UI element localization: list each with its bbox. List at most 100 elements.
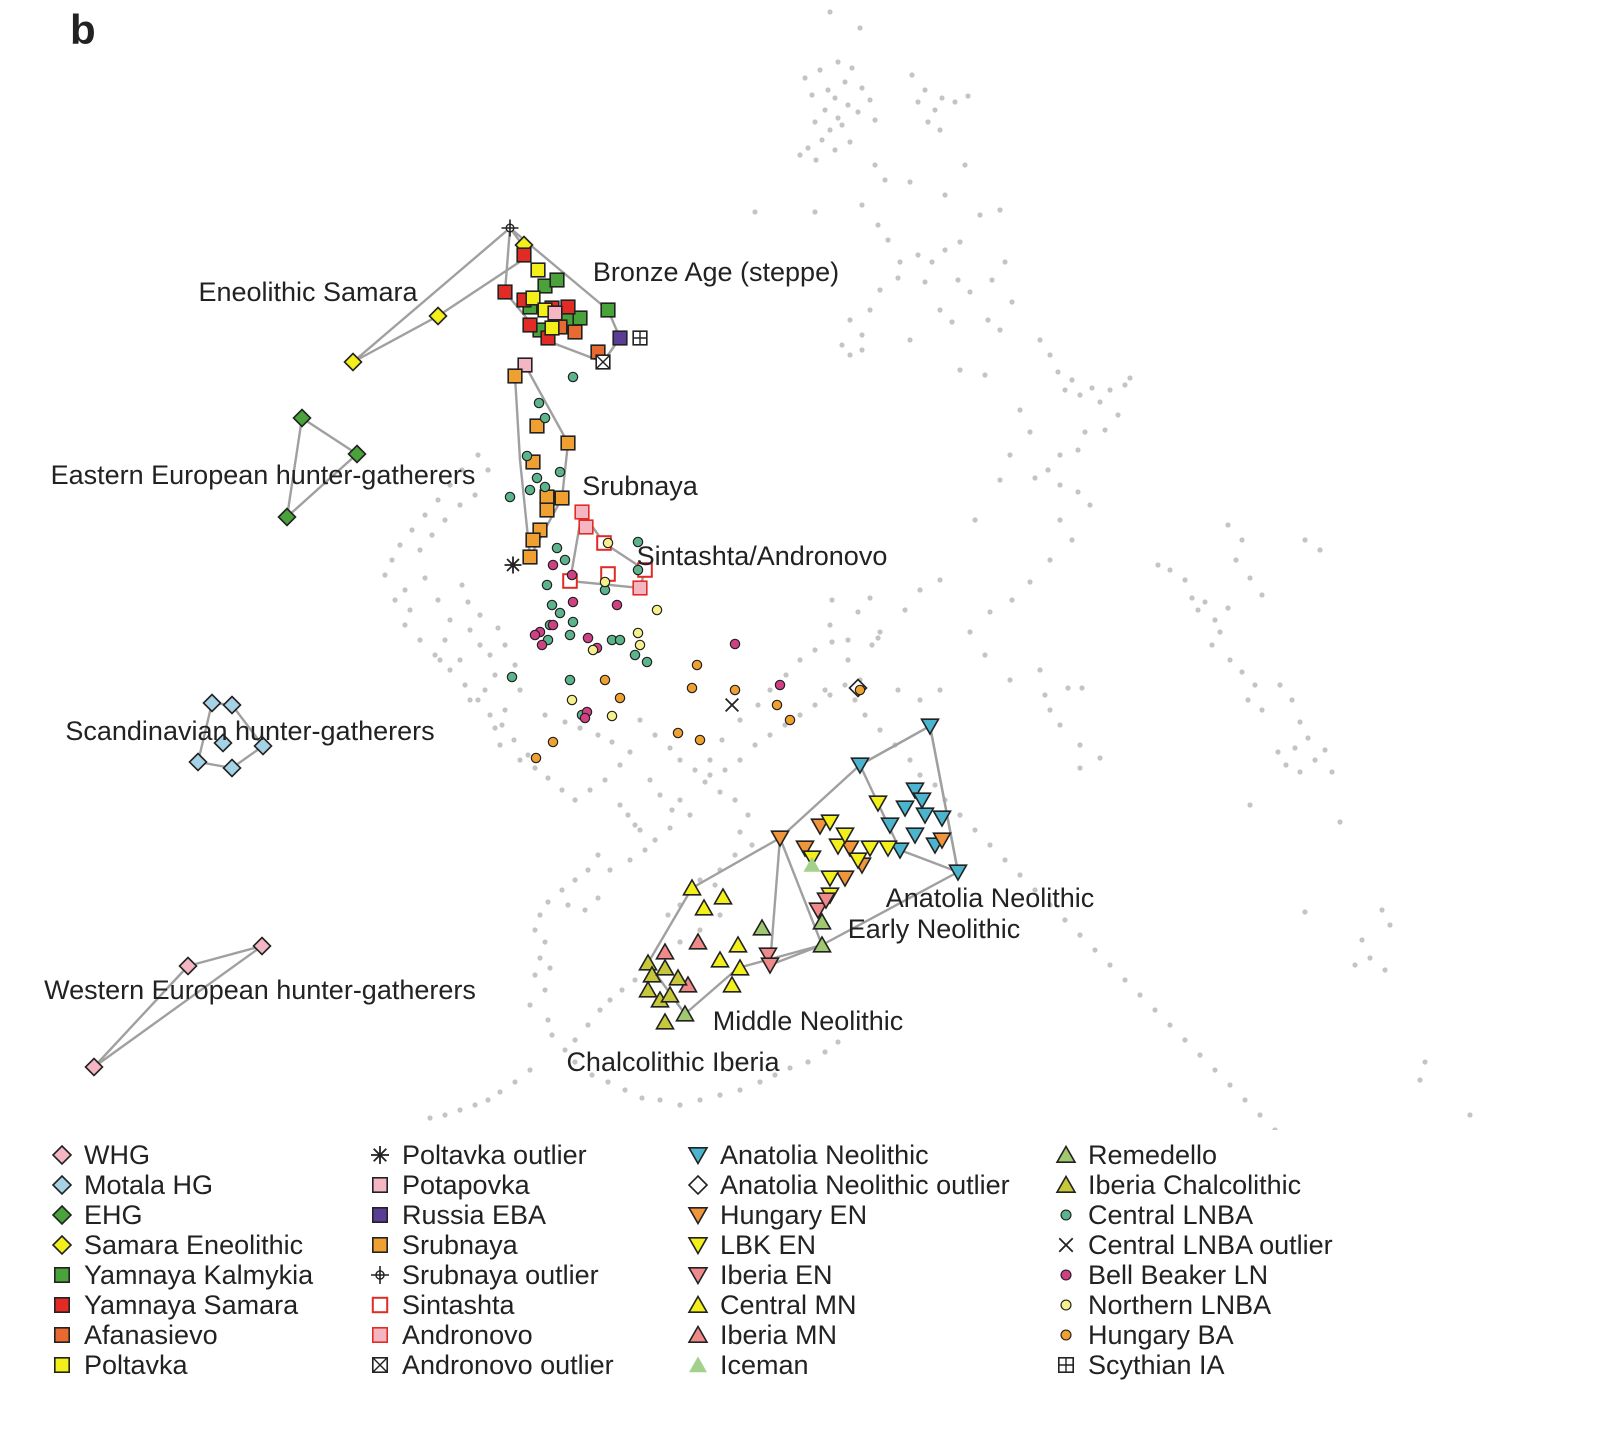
background-point bbox=[477, 642, 483, 648]
point-yamnaya-samara bbox=[516, 247, 532, 263]
background-point bbox=[572, 877, 578, 883]
point-iberia-mn bbox=[688, 932, 708, 950]
point-russia-eba bbox=[612, 330, 628, 346]
background-point bbox=[917, 587, 923, 593]
circle-marker-icon bbox=[1060, 1209, 1072, 1221]
background-point bbox=[1239, 669, 1245, 675]
background-point bbox=[872, 117, 878, 123]
background-point bbox=[1057, 482, 1063, 488]
background-point bbox=[859, 85, 865, 91]
background-point bbox=[895, 687, 901, 693]
background-point bbox=[827, 622, 833, 628]
background-point bbox=[1152, 1007, 1158, 1013]
background-point bbox=[692, 767, 698, 773]
legend-item-central-lnba: Central LNBA bbox=[1052, 1200, 1333, 1230]
background-point bbox=[462, 682, 468, 688]
background-point bbox=[1037, 337, 1043, 343]
background-point bbox=[822, 107, 828, 113]
background-point bbox=[1047, 902, 1053, 908]
background-point bbox=[939, 95, 945, 101]
point-central-mn bbox=[710, 950, 730, 968]
background-point bbox=[1379, 907, 1385, 913]
background-point bbox=[845, 637, 851, 643]
point-central-lnba bbox=[567, 616, 579, 628]
background-point bbox=[407, 607, 413, 613]
point-central-lnba bbox=[614, 634, 626, 646]
point-bell-beaker-ln bbox=[547, 619, 559, 631]
background-point bbox=[475, 452, 481, 458]
background-point bbox=[542, 712, 548, 718]
legend-column: Poltavka outlier Potapovka Russia EBA Srubn… bbox=[366, 1140, 614, 1380]
point-central-lnba bbox=[524, 484, 536, 496]
background-point bbox=[1247, 802, 1253, 808]
legend-column: Anatolia Neolithic Anatolia Neolithic out… bbox=[684, 1140, 1010, 1380]
background-point bbox=[1242, 1097, 1248, 1103]
legend-label: Poltavka bbox=[84, 1349, 188, 1380]
background-point bbox=[1212, 617, 1218, 623]
background-point bbox=[422, 575, 428, 581]
background-point bbox=[1097, 399, 1103, 405]
point-central-lnba bbox=[533, 397, 545, 409]
background-point bbox=[1227, 1082, 1233, 1088]
point-hungary-en bbox=[770, 830, 790, 848]
point-iberia-chalcolithic bbox=[638, 953, 658, 971]
legend-item-iceman: Iceman bbox=[684, 1350, 1010, 1380]
legend-label: Northern LNBA bbox=[1088, 1289, 1272, 1320]
legend-label: Samara Eneolithic bbox=[84, 1229, 304, 1260]
background-point bbox=[835, 59, 841, 65]
background-point bbox=[835, 115, 841, 121]
point-anatolia-neolithic bbox=[905, 782, 925, 800]
background-point bbox=[459, 467, 465, 473]
point-whg bbox=[178, 956, 198, 976]
background-point bbox=[813, 157, 819, 163]
point-hungary-en bbox=[932, 832, 952, 850]
point-hungary-ba bbox=[614, 692, 626, 704]
point-yamnaya-samara bbox=[560, 299, 576, 315]
background-point bbox=[859, 202, 865, 208]
background-point bbox=[1302, 909, 1308, 915]
background-point bbox=[1017, 872, 1023, 878]
background-point bbox=[1422, 1059, 1428, 1065]
point-anatolia-neolithic bbox=[850, 757, 870, 775]
legend-item-anatolia-neolithic-outlier: Anatolia Neolithic outlier bbox=[684, 1170, 1010, 1200]
point-central-lnba bbox=[641, 656, 653, 668]
background-point bbox=[972, 517, 978, 523]
point-srubnaya bbox=[522, 549, 538, 565]
background-point bbox=[1082, 429, 1088, 435]
square-marker-icon bbox=[372, 1207, 388, 1223]
background-point bbox=[667, 745, 673, 751]
cluster-label-eneolithic-samara: Eneolithic Samara bbox=[198, 277, 418, 307]
background-point bbox=[737, 1087, 743, 1093]
point-central-lnba-outlier bbox=[724, 697, 740, 713]
background-point bbox=[767, 732, 773, 738]
cluster-label-eastern-european-hunter-gatherers: Eastern European hunter-gatherers bbox=[51, 460, 476, 490]
background-point bbox=[1283, 762, 1289, 768]
series-russia-eba bbox=[612, 330, 628, 346]
background-point bbox=[429, 532, 435, 538]
background-point bbox=[847, 317, 853, 323]
series-motala-hg bbox=[188, 693, 273, 778]
background-point bbox=[957, 239, 963, 245]
background-point bbox=[817, 67, 823, 73]
background-point bbox=[832, 95, 838, 101]
point-central-lnba bbox=[551, 542, 563, 554]
background-point bbox=[389, 557, 395, 563]
cluster-label-western-european-hunter-gatherers: Western European hunter-gatherers bbox=[44, 975, 476, 1005]
background-point bbox=[1182, 1037, 1188, 1043]
point-iceman bbox=[803, 856, 821, 872]
background-point bbox=[542, 939, 548, 945]
tri-up-marker-icon bbox=[1055, 1174, 1077, 1194]
series-ehg bbox=[277, 408, 367, 527]
background-point bbox=[847, 139, 853, 145]
background-point bbox=[1077, 392, 1083, 398]
background-point bbox=[1167, 567, 1173, 573]
background-point bbox=[812, 119, 818, 125]
background-point bbox=[902, 607, 908, 613]
point-northern-lnba bbox=[587, 644, 599, 656]
point-lbk-en bbox=[860, 840, 880, 858]
background-point bbox=[582, 907, 588, 913]
cross-marker-icon bbox=[1058, 1237, 1074, 1253]
legend-label: Anatolia Neolithic bbox=[720, 1139, 929, 1170]
point-lbk-en bbox=[835, 827, 855, 845]
background-point bbox=[1062, 917, 1068, 923]
